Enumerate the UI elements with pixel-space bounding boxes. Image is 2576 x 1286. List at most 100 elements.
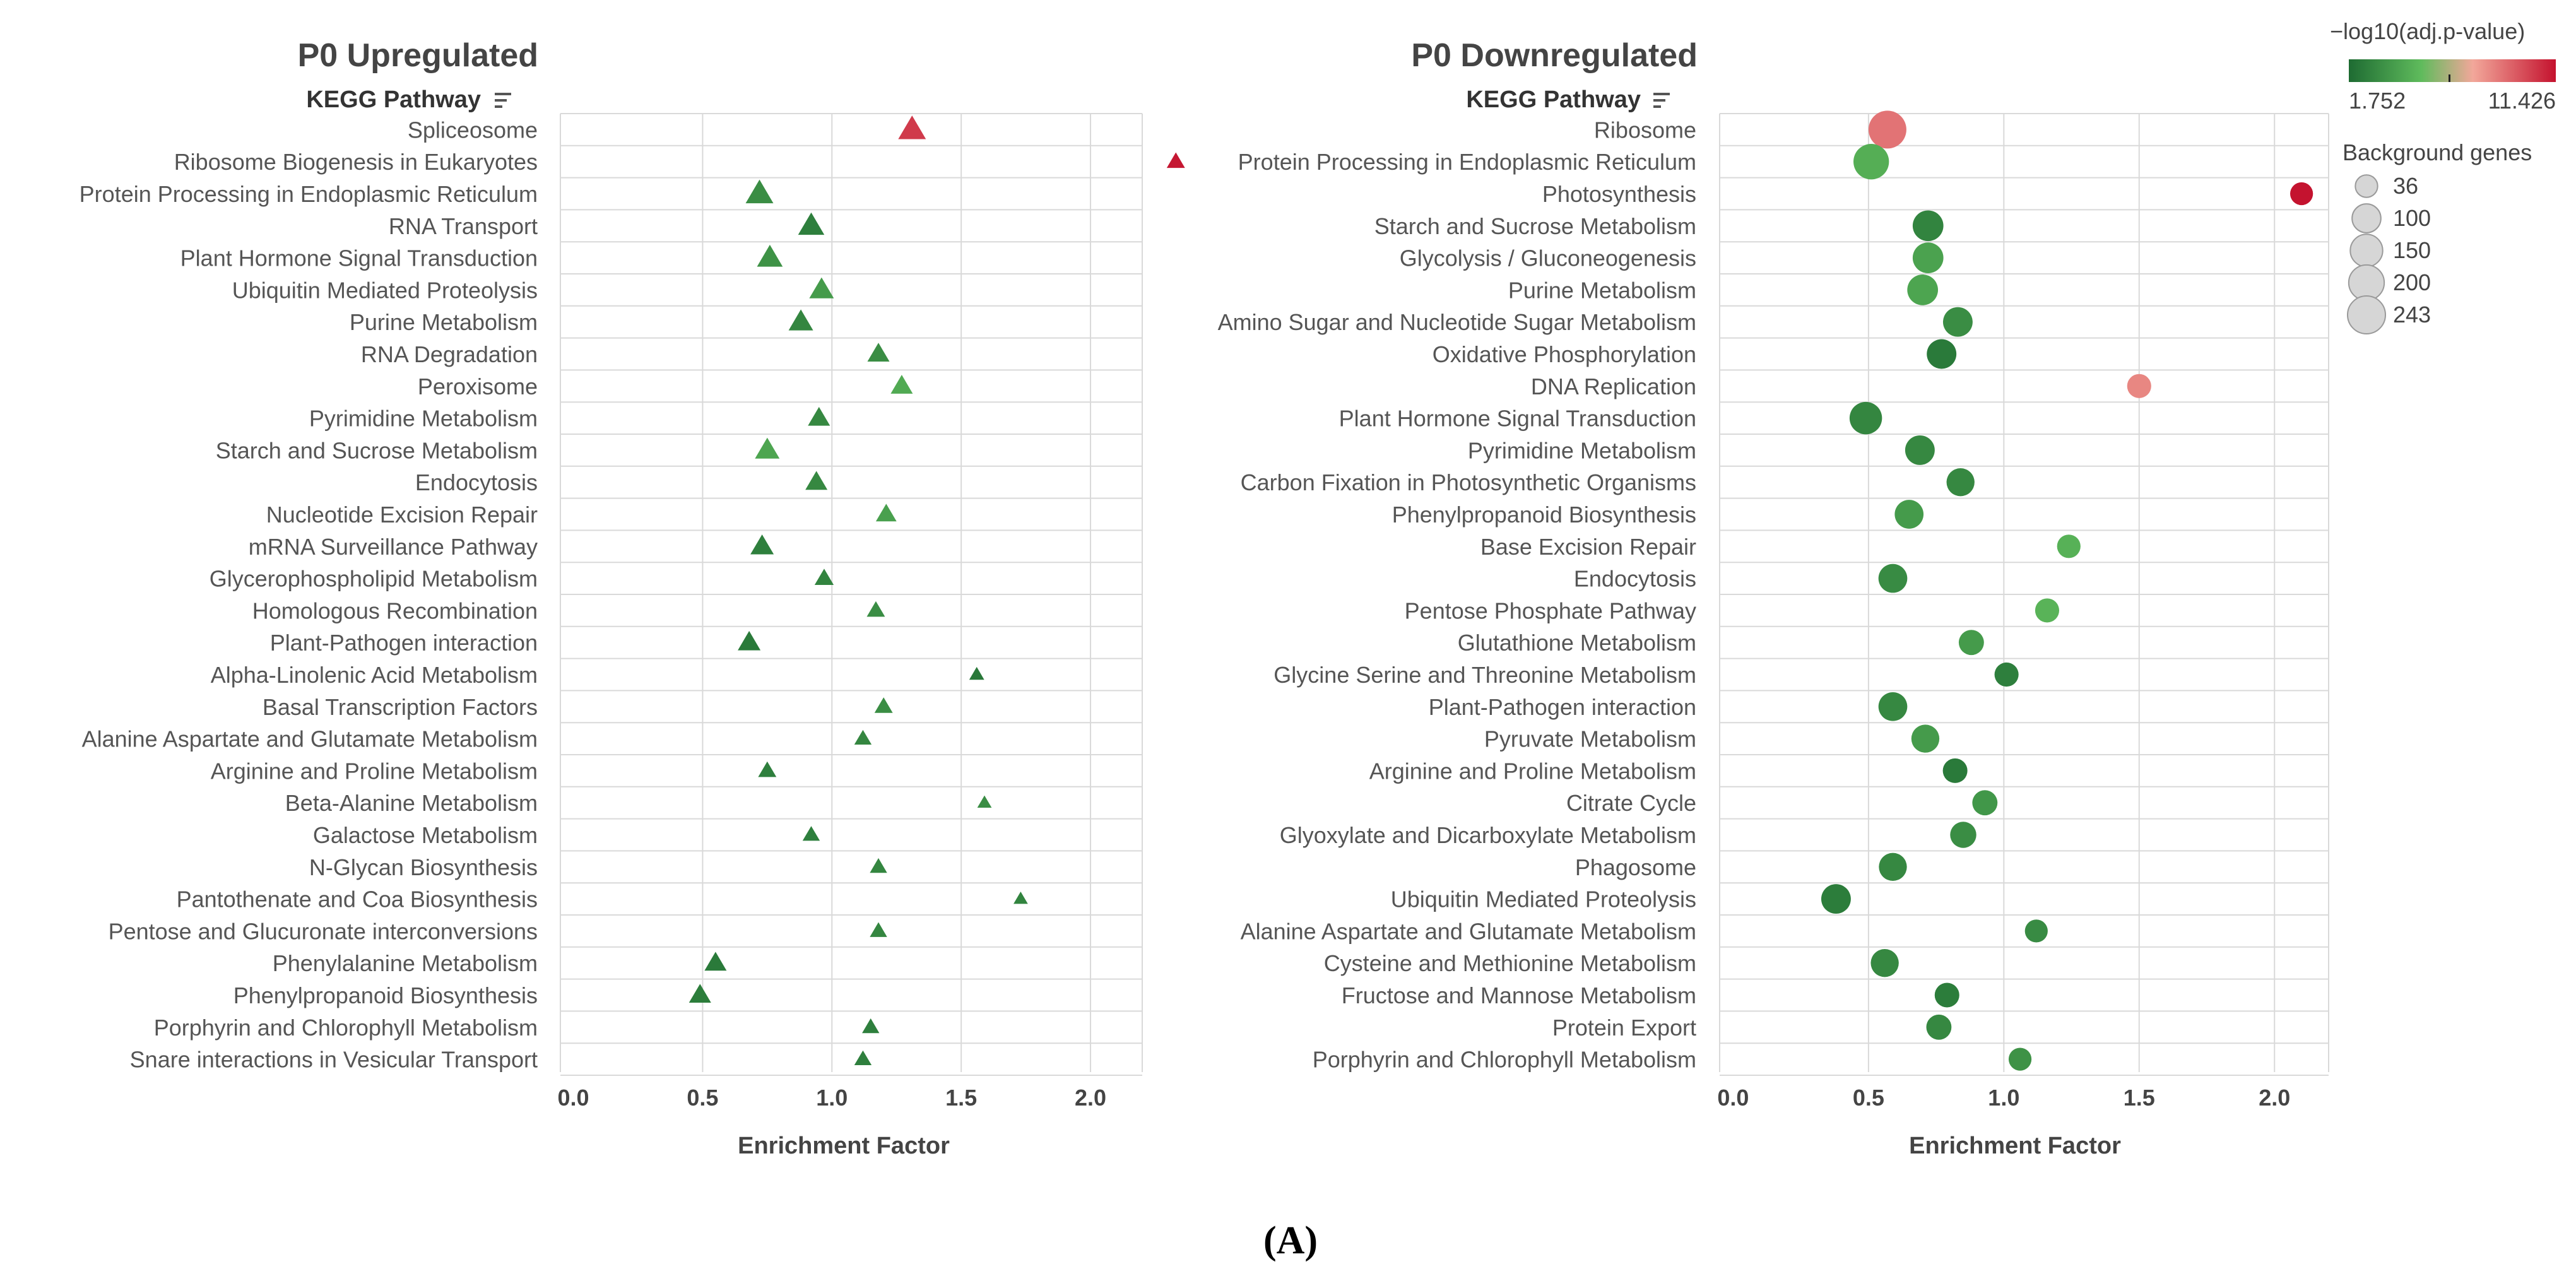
category-label: Porphyrin and Chlorophyll Metabolism: [1313, 1047, 1696, 1073]
color-legend-max: 11.426: [2488, 88, 2556, 114]
data-point-circle[interactable]: [1926, 1014, 1952, 1040]
data-point-triangle[interactable]: [809, 277, 834, 298]
size-legend-title: Background genes: [2343, 139, 2532, 165]
size-legend-symbol: [2349, 233, 2384, 268]
category-label: Pentose and Glucuronate interconversions: [109, 918, 538, 944]
data-point-triangle[interactable]: [854, 729, 872, 745]
sort-icon[interactable]: [495, 93, 511, 108]
category-label: Phenylalanine Metabolism: [273, 950, 538, 976]
data-point-circle[interactable]: [2127, 374, 2151, 398]
data-point-triangle[interactable]: [866, 601, 885, 617]
data-point-triangle[interactable]: [867, 343, 890, 362]
data-point-circle[interactable]: [2289, 182, 2313, 206]
data-point-circle[interactable]: [1911, 724, 1940, 753]
data-point-triangle[interactable]: [805, 471, 828, 490]
data-point-circle[interactable]: [2057, 534, 2081, 558]
data-point-triangle[interactable]: [862, 1018, 880, 1034]
data-point-triangle[interactable]: [854, 1050, 872, 1066]
data-point-triangle[interactable]: [890, 375, 913, 394]
data-point-triangle[interactable]: [745, 179, 774, 204]
data-point-circle[interactable]: [1972, 790, 1998, 816]
data-point-triangle[interactable]: [969, 666, 984, 680]
upregulated-grid: [560, 113, 1143, 1076]
x-tick-label: 1.0: [1988, 1085, 2019, 1111]
data-point-triangle[interactable]: [738, 630, 761, 651]
data-point-circle[interactable]: [1912, 210, 1944, 242]
data-point-circle[interactable]: [1958, 630, 1984, 656]
data-point-circle[interactable]: [1870, 949, 1899, 977]
data-point-circle[interactable]: [2008, 1047, 2032, 1071]
data-point-triangle[interactable]: [814, 569, 834, 586]
category-label: Ribosome: [1594, 117, 1696, 143]
color-legend-min: 1.752: [2349, 88, 2406, 114]
data-point-triangle[interactable]: [898, 115, 926, 139]
data-point-circle[interactable]: [1849, 401, 1882, 435]
data-point-circle[interactable]: [1942, 307, 1973, 337]
data-point-circle[interactable]: [1994, 662, 2019, 687]
data-point-triangle[interactable]: [874, 697, 893, 713]
data-point-triangle[interactable]: [1166, 152, 1185, 168]
x-tick-label: 0.0: [1717, 1085, 1749, 1111]
data-point-triangle[interactable]: [688, 984, 711, 1003]
category-label: Cysteine and Methionine Metabolism: [1324, 950, 1696, 976]
category-label: Alpha-Linolenic Acid Metabolism: [211, 662, 538, 688]
category-label: Glycolysis / Gluconeogenesis: [1400, 245, 1696, 271]
data-point-triangle[interactable]: [802, 826, 820, 841]
data-point-triangle[interactable]: [750, 534, 774, 555]
category-label: Plant-Pathogen interaction: [270, 630, 538, 656]
downregulated-x-ticks: 0.0 0.5 1.0 1.5 2.0: [1717, 1085, 2290, 1111]
data-point-triangle[interactable]: [758, 761, 777, 777]
category-label: Purine Metabolism: [1508, 277, 1696, 303]
data-point-circle[interactable]: [1868, 110, 1906, 149]
data-point-circle[interactable]: [1927, 339, 1957, 369]
data-point-triangle[interactable]: [977, 795, 992, 808]
category-label: Phenylpropanoid Biosynthesis: [233, 982, 538, 1008]
data-point-circle[interactable]: [1905, 435, 1935, 465]
data-point-circle[interactable]: [1950, 822, 1976, 848]
category-label: Arginine and Proline Metabolism: [211, 758, 538, 784]
data-point-triangle[interactable]: [798, 212, 825, 235]
category-label: Glutathione Metabolism: [1458, 630, 1696, 656]
upregulated-markers: [688, 115, 1185, 1066]
category-label: RNA Degradation: [361, 341, 538, 367]
data-point-circle[interactable]: [2035, 598, 2060, 623]
category-label: Pyruvate Metabolism: [1484, 726, 1696, 752]
data-point-circle[interactable]: [1946, 468, 1975, 497]
category-label: Amino Sugar and Nucleotide Sugar Metabol…: [1218, 309, 1696, 335]
category-label: Plant Hormone Signal Transduction: [180, 245, 538, 271]
category-label: Porphyrin and Chlorophyll Metabolism: [154, 1015, 538, 1041]
upregulated-x-ticks: 0.0 0.5 1.0 1.5 2.0: [557, 1085, 1106, 1111]
data-point-circle[interactable]: [1878, 563, 1908, 593]
x-tick-label: 2.0: [1075, 1085, 1106, 1111]
data-point-circle[interactable]: [1942, 758, 1968, 783]
sort-icon[interactable]: [1653, 93, 1670, 108]
data-point-triangle[interactable]: [704, 952, 727, 971]
data-point-triangle[interactable]: [875, 504, 897, 522]
data-point-triangle[interactable]: [808, 406, 830, 426]
data-point-circle[interactable]: [1821, 884, 1851, 914]
size-legend-label: 150: [2393, 237, 2431, 263]
data-point-circle[interactable]: [1853, 144, 1889, 180]
data-point-triangle[interactable]: [870, 922, 887, 937]
data-point-circle[interactable]: [1894, 500, 1924, 529]
category-label: Starch and Sucrose Metabolism: [216, 437, 538, 463]
category-label: Ubiquitin Mediated Proteolysis: [232, 277, 538, 303]
category-label: Beta-Alanine Metabolism: [285, 790, 538, 816]
data-point-circle[interactable]: [2024, 919, 2048, 943]
data-point-triangle[interactable]: [1013, 892, 1028, 904]
legend: −log10(adj.p-value) 1.752 11.426 Backgro…: [2330, 18, 2556, 334]
data-point-triangle[interactable]: [870, 858, 887, 873]
color-gradient-marker: [2449, 74, 2450, 82]
data-point-triangle[interactable]: [757, 244, 783, 267]
data-point-triangle[interactable]: [755, 437, 780, 459]
data-point-circle[interactable]: [1879, 852, 1907, 881]
data-point-circle[interactable]: [1934, 982, 1959, 1008]
x-tick-label: 2.0: [2259, 1085, 2290, 1111]
data-point-circle[interactable]: [1912, 242, 1944, 273]
data-point-circle[interactable]: [1878, 692, 1908, 721]
category-label: Glyoxylate and Dicarboxylate Metabolism: [1280, 822, 1696, 848]
data-point-triangle[interactable]: [788, 309, 813, 331]
upregulated-panel: P0 Upregulated KEGG Pathway Spliceosome R…: [80, 37, 1185, 1159]
category-label: RNA Transport: [389, 213, 538, 239]
data-point-circle[interactable]: [1907, 274, 1939, 305]
